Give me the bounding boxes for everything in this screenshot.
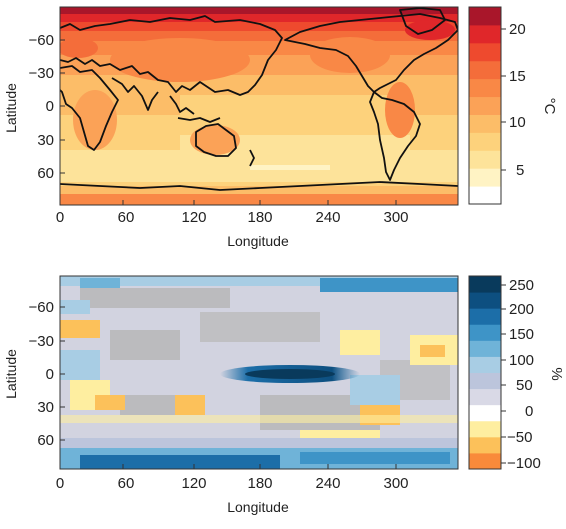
- temperature-colorbar-unit: °C: [541, 98, 558, 115]
- temperature-ytick: 60: [37, 165, 54, 182]
- temperature-colorbar-swatch: [469, 96, 501, 115]
- precipitation-colorbar-swatch: [469, 308, 501, 325]
- precipitation-map: −60 −30 0 30 60 0 60 120 180 240 300 Lon…: [3, 275, 565, 515]
- precipitation-colorbar-swatch: [469, 340, 501, 357]
- temperature-field: [60, 7, 458, 205]
- precipitation-colorbar-swatch: [469, 292, 501, 309]
- temperature-x-ticks: 0 60 120 180 240 300: [56, 200, 409, 226]
- precipitation-colorbar-tick: −50: [507, 429, 532, 446]
- temperature-xlabel: Longitude: [227, 233, 289, 249]
- precipitation-ytick: 60: [37, 432, 54, 449]
- precipitation-ylabel: Latitude: [3, 349, 19, 399]
- temperature-colorbar-swatch: [469, 186, 501, 205]
- precipitation-xlabel: Longitude: [227, 499, 289, 515]
- precipitation-xtick: 180: [247, 475, 272, 492]
- precipitation-colorbar: 250 200 150 100 50 0 −50 −100 %: [468, 275, 565, 472]
- temperature-colorbar: 20 15 10 5 °C: [468, 6, 558, 205]
- temperature-xtick: 0: [56, 209, 64, 226]
- temperature-xtick: 120: [181, 209, 206, 226]
- precipitation-colorbar-tick: 50: [516, 377, 533, 394]
- temperature-colorbar-swatch: [469, 42, 501, 62]
- precipitation-xtick: 300: [383, 475, 408, 492]
- precipitation-colorbar-unit: %: [548, 367, 565, 380]
- temperature-colorbar-tick: 5: [516, 162, 524, 179]
- precipitation-colorbar-tick: 100: [509, 352, 534, 369]
- precipitation-x-ticks: 0 60 120 180 240 300: [56, 464, 409, 492]
- precipitation-frame: [59, 275, 459, 470]
- precipitation-colorbar-tick: 250: [509, 277, 534, 294]
- precipitation-colorbar-swatch: [469, 356, 501, 373]
- precipitation-colorbar-swatch: [469, 436, 501, 454]
- precipitation-colorbar-tick: 200: [509, 301, 534, 318]
- temperature-coastlines: [60, 7, 458, 191]
- precipitation-y-ticks: −60 −30 0 30 60: [29, 299, 65, 449]
- temperature-ytick: 0: [46, 98, 54, 115]
- temperature-xtick: 240: [315, 209, 340, 226]
- temperature-xtick: 180: [247, 209, 272, 226]
- temperature-ytick: −60: [29, 32, 54, 49]
- precipitation-colorbar-swatches: [469, 276, 501, 470]
- temperature-colorbar-tick: 15: [509, 68, 526, 85]
- precipitation-xtick: 240: [315, 475, 340, 492]
- temperature-colorbar-swatch: [469, 24, 501, 44]
- precipitation-colorbar-swatch: [469, 452, 501, 470]
- precipitation-ytick: 0: [46, 366, 54, 383]
- precipitation-ytick: −60: [29, 299, 54, 316]
- precipitation-colorbar-swatch: [469, 388, 501, 406]
- temperature-map: −60 −30 0 30 60 0 60 120 180 240 300 Lon…: [3, 6, 558, 249]
- precipitation-colorbar-swatch: [469, 372, 501, 390]
- precipitation-xtick: 120: [181, 475, 206, 492]
- temperature-colorbar-swatch: [469, 114, 501, 133]
- precipitation-colorbar-tick: 0: [525, 403, 533, 420]
- temperature-colorbar-swatch: [469, 168, 501, 187]
- temperature-colorbar-swatch: [469, 78, 501, 98]
- temperature-xtick: 60: [118, 209, 135, 226]
- temperature-colorbar-tick: 10: [509, 114, 526, 131]
- temperature-colorbar-swatch: [469, 60, 501, 80]
- precipitation-colorbar-swatch: [469, 276, 501, 293]
- temperature-colorbar-swatch: [469, 7, 501, 26]
- precipitation-xtick: 60: [118, 475, 135, 492]
- precipitation-colorbar-tick: 150: [509, 326, 534, 343]
- temperature-colorbar-swatch: [469, 150, 501, 169]
- temperature-ytick: 30: [37, 132, 54, 149]
- precipitation-xtick: 0: [56, 475, 64, 492]
- temperature-colorbar-swatch: [469, 132, 501, 151]
- precipitation-ytick: −30: [29, 333, 54, 350]
- precipitation-colorbar-tick: −100: [507, 455, 541, 472]
- temperature-xtick: 300: [383, 209, 408, 226]
- temperature-ylabel: Latitude: [3, 83, 19, 133]
- temperature-ytick: −30: [29, 65, 54, 82]
- precipitation-colorbar-swatch: [469, 324, 501, 341]
- precipitation-field: [60, 276, 458, 469]
- precipitation-colorbar-swatch: [469, 404, 501, 422]
- temperature-colorbar-tick: 20: [509, 21, 526, 38]
- precipitation-colorbar-swatch: [469, 420, 501, 438]
- temperature-colorbar-swatches: [469, 7, 501, 205]
- precipitation-ytick: 30: [37, 399, 54, 416]
- temperature-y-ticks: −60 −30 0 30 60: [29, 32, 65, 182]
